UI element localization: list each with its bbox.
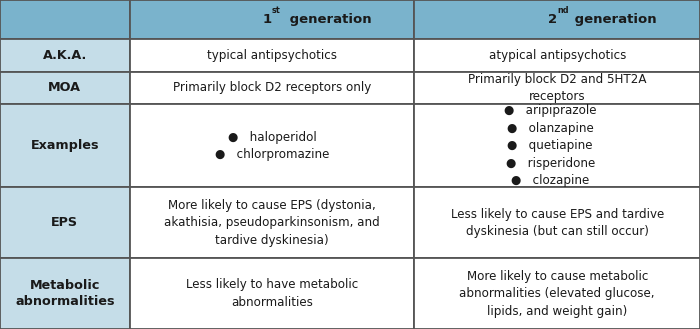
Text: atypical antipsychotics: atypical antipsychotics — [489, 49, 626, 62]
Text: Primarily block D2 receptors only: Primarily block D2 receptors only — [173, 82, 371, 94]
Text: Less likely to have metabolic
abnormalities: Less likely to have metabolic abnormalit… — [186, 278, 358, 309]
Bar — [414, 0, 700, 38]
Text: Primarily block D2 and 5HT2A
receptors: Primarily block D2 and 5HT2A receptors — [468, 73, 647, 103]
Text: nd: nd — [557, 6, 568, 15]
Bar — [414, 104, 700, 188]
Text: ●   aripiprazole
●   olanzapine
●   quetiapine
●   risperidone
●   clozapine: ● aripiprazole ● olanzapine ● quetiapine… — [504, 104, 596, 188]
Bar — [130, 188, 414, 258]
Bar — [0, 258, 130, 329]
Text: ●   haloperidol
●   chlorpromazine: ● haloperidol ● chlorpromazine — [215, 131, 329, 161]
Bar — [414, 38, 700, 71]
Text: generation: generation — [284, 13, 371, 26]
Text: Less likely to cause EPS and tardive
dyskinesia (but can still occur): Less likely to cause EPS and tardive dys… — [451, 208, 664, 238]
Text: Examples: Examples — [31, 139, 99, 152]
Text: st: st — [272, 6, 281, 15]
Text: More likely to cause metabolic
abnormalities (elevated glucose,
lipids, and weig: More likely to cause metabolic abnormali… — [459, 269, 655, 317]
Text: 2: 2 — [548, 13, 557, 26]
Bar — [0, 38, 130, 71]
Bar — [0, 0, 130, 38]
Bar — [414, 188, 700, 258]
Text: 1: 1 — [262, 13, 272, 26]
Text: More likely to cause EPS (dystonia,
akathisia, pseudoparkinsonism, and
tardive d: More likely to cause EPS (dystonia, akat… — [164, 199, 380, 247]
Bar — [130, 0, 414, 38]
Bar — [130, 258, 414, 329]
Text: Metabolic
abnormalities: Metabolic abnormalities — [15, 279, 115, 308]
Text: A.K.A.: A.K.A. — [43, 49, 87, 62]
Text: MOA: MOA — [48, 82, 81, 94]
Text: typical antipsychotics: typical antipsychotics — [207, 49, 337, 62]
Bar — [130, 38, 414, 71]
Bar — [0, 71, 130, 104]
Bar — [0, 104, 130, 188]
Bar — [0, 188, 130, 258]
Text: EPS: EPS — [51, 216, 78, 229]
Bar — [130, 71, 414, 104]
Bar — [130, 104, 414, 188]
Text: generation: generation — [570, 13, 657, 26]
Bar — [414, 71, 700, 104]
Bar — [414, 258, 700, 329]
